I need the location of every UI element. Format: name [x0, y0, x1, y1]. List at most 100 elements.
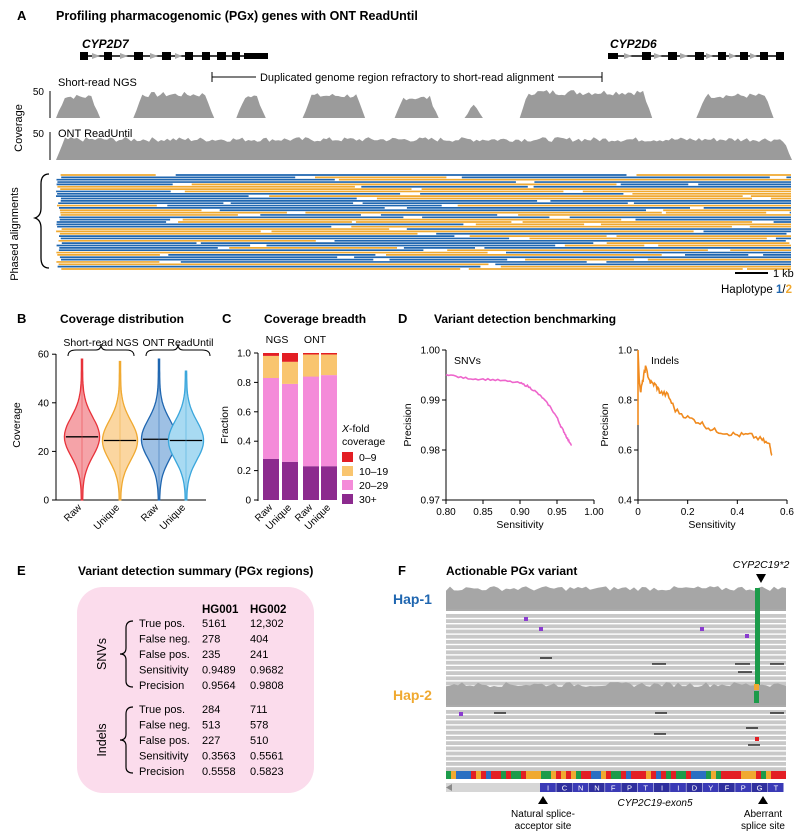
violins — [63, 358, 205, 501]
natural-site-line1: Natural splice- — [511, 809, 575, 820]
aa-letter-4: F — [611, 784, 616, 793]
phased-label-text: Phased alignments — [9, 187, 21, 281]
bar-2-0 — [303, 466, 319, 500]
hap1-block-mark-3 — [745, 634, 749, 638]
nucleotide-53 — [711, 771, 716, 779]
indel-row-hg001-0: 284 — [202, 704, 220, 716]
snv-xtick-label-1: 0.85 — [473, 507, 493, 518]
panel-d: D Variant detection benchmarking SNVs 0.… — [398, 311, 794, 531]
panel-f: F Actionable PGx variant CYP2C19*2 Hap-1… — [393, 559, 789, 832]
snv-row-label-1: False neg. — [139, 634, 190, 646]
snv-pr-curve — [445, 373, 572, 446]
nucleotide-5 — [471, 771, 476, 779]
indel-xtick-label-1: 0.2 — [681, 507, 695, 518]
nucleotide-38 — [636, 771, 641, 779]
aa-letter-1: C — [562, 784, 568, 793]
bar-0-3 — [263, 353, 279, 356]
nucleotide-28 — [586, 771, 591, 779]
track-label-ont: ONT ReadUntil — [58, 128, 132, 140]
gene-model-cyp2d7 — [80, 52, 268, 60]
panel-b: B Coverage distribution Coverage 0 20 40 60… — [11, 311, 214, 533]
c-tick-label-0: 0 — [245, 496, 251, 507]
c-tick-label-5: 1.0 — [237, 349, 251, 360]
hap2-block-mark-1 — [754, 691, 759, 703]
coverage-segment-5 — [464, 104, 483, 118]
hap1-block-coverage — [446, 586, 786, 609]
snv-row-hg002-2: 241 — [250, 649, 268, 661]
nucleotide-67 — [781, 771, 786, 779]
nucleotide-35 — [621, 771, 626, 779]
nucleotide-46 — [676, 771, 681, 779]
aa-letter-10: Y — [708, 784, 713, 793]
hap2-label: Hap-2 — [393, 687, 432, 703]
nucleotide-62 — [756, 771, 761, 779]
snv-row-hg002-4: 0.9808 — [250, 680, 284, 692]
nucleotide-39 — [641, 771, 646, 779]
nucleotide-25 — [571, 771, 576, 779]
panel-c-legend-title2: coverage — [342, 436, 385, 448]
aa-box-10 — [702, 783, 719, 792]
exon-label: CYP2C19-exon5 — [617, 798, 692, 809]
aa-letter-0: I — [547, 784, 549, 793]
hap1-block-mark-0 — [524, 617, 528, 621]
bar-2-2 — [303, 354, 319, 377]
nucleotide-17 — [531, 771, 536, 779]
scale-bar-label: 1 kb — [773, 268, 794, 280]
hap1-block-row-7 — [446, 650, 786, 655]
indel-ytick-label-0: 0.4 — [618, 496, 632, 507]
indel-row-label-3: Sensitivity — [139, 751, 189, 763]
variant-marker — [756, 574, 766, 583]
legend-swatch-3 — [342, 494, 353, 504]
nucleotide-9 — [491, 771, 496, 779]
panel-c-legend: 0–9 10–19 20–29 30+ — [342, 452, 388, 506]
hap2-block-row-0 — [446, 710, 786, 714]
hap2-block-row-7 — [446, 746, 786, 751]
legend-label-3: 30+ — [359, 494, 377, 506]
panel-d-title: Variant detection benchmarking — [434, 312, 616, 326]
snv-ytick-label-3: 1.00 — [421, 346, 441, 357]
nucleotide-0 — [446, 771, 451, 779]
phased-reads — [56, 174, 791, 270]
snv-row-hg001-2: 235 — [202, 649, 220, 661]
panel-letter-e: E — [17, 563, 26, 578]
nucleotide-55 — [721, 771, 726, 779]
coverage-segment-3 — [302, 93, 366, 118]
nucleotide-22 — [556, 771, 561, 779]
hap1-block-mark-2 — [700, 627, 704, 631]
nucleotide-6 — [476, 771, 481, 779]
hap1-label: Hap-1 — [393, 591, 432, 607]
bar-1-3 — [282, 353, 298, 362]
nucleotide-43 — [661, 771, 666, 779]
haplotype-legend-two: 2 — [786, 284, 792, 296]
aa-letter-14: T — [774, 784, 779, 793]
panel-f-title: Actionable PGx variant — [446, 564, 577, 578]
gene-cyp2d6-label: CYP2D6 — [610, 37, 657, 51]
duplicated-region-label: Duplicated genome region refractory to s… — [260, 72, 554, 84]
aa-letter-12: P — [741, 784, 746, 793]
snv-xtick-label-2: 0.90 — [510, 507, 530, 518]
nucleotide-16 — [526, 771, 531, 779]
panel-e-title: Variant detection summary (PGx regions) — [78, 564, 313, 578]
nucleotide-58 — [736, 771, 741, 779]
nucleotide-51 — [701, 771, 706, 779]
snv-row-hg001-3: 0.9489 — [202, 665, 236, 677]
indel-row-hg001-1: 513 — [202, 720, 220, 732]
natural-site-line2: acceptor site — [515, 821, 572, 832]
coverage-axis-label: Coverage — [13, 104, 25, 152]
hap1-block-row-2 — [446, 624, 786, 629]
panel-b-group1: Short-read NGS — [63, 337, 138, 349]
panel-c-yticks: 0 0.2 0.4 0.6 0.8 1.0 — [237, 349, 258, 507]
panel-letter-c: C — [222, 311, 232, 326]
summary-rows: True pos. 5161 12,302 False neg. 278 404 False… — [139, 618, 284, 778]
aa-box-2 — [572, 783, 589, 792]
nucleotide-7 — [481, 771, 486, 779]
aa-letter-5: P — [627, 784, 632, 793]
nucleotide-54 — [716, 771, 721, 779]
nucleotide-40 — [646, 771, 651, 779]
nucleotide-36 — [626, 771, 631, 779]
nucleotide-61 — [751, 771, 756, 779]
hap2-block-row-6 — [446, 741, 786, 745]
snv-xtick-label-0: 0.80 — [436, 507, 456, 518]
